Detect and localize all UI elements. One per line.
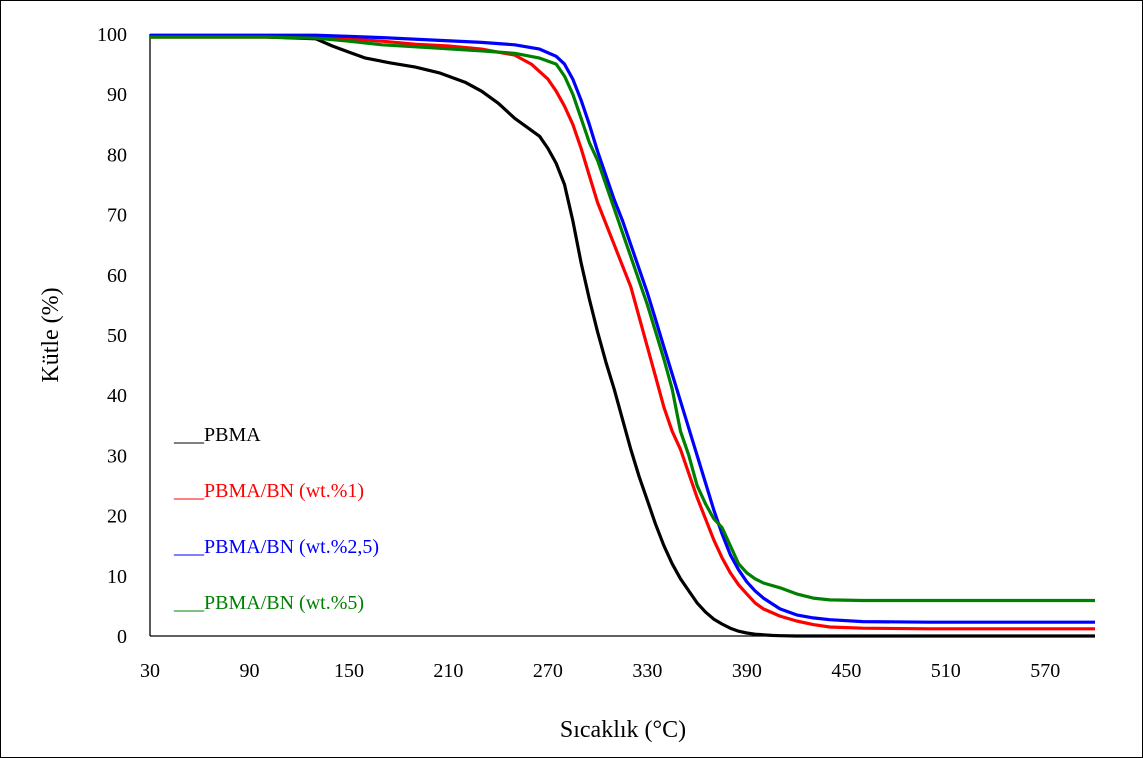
series-line-1 <box>150 35 1095 638</box>
x-tick-label: 450 <box>831 660 861 682</box>
y-tick-label: 100 <box>97 24 127 46</box>
x-tick-label: 90 <box>239 660 259 682</box>
x-axis-title: Sıcaklık (°C) <box>560 717 686 743</box>
legend-entry-3: ___PBMA/BN (wt.%2,5) <box>173 536 379 558</box>
y-tick-label: 30 <box>107 445 127 467</box>
y-tick-label: 50 <box>107 325 127 347</box>
x-tick-labels: 30 90 150 210 270 330 390 450 510 570 <box>140 660 1060 682</box>
y-tick-label: 10 <box>107 566 127 588</box>
legend-entry-4: ___PBMA/BN (wt.%5) <box>173 592 364 614</box>
x-tick-label: 210 <box>433 660 463 682</box>
x-tick-label: 270 <box>533 660 563 682</box>
y-axis-title: Kütle (%) <box>38 287 64 382</box>
series-line-4 <box>150 35 1095 603</box>
y-tick-label: 90 <box>107 84 127 106</box>
x-tick-label: 330 <box>632 660 662 682</box>
legend-entry-2: ___PBMA/BN (wt.%1) <box>173 480 364 502</box>
x-tick-label: 510 <box>931 660 961 682</box>
y-tick-labels: 0 10 20 30 40 50 60 70 80 90 100 <box>97 24 127 648</box>
y-tick-label: 70 <box>107 205 127 227</box>
x-tick-label: 570 <box>1030 660 1060 682</box>
legend-entry-1: ___PBMA <box>173 424 261 446</box>
y-tick-label: 0 <box>117 626 127 648</box>
x-tick-label: 30 <box>140 660 160 682</box>
series-line-2 <box>150 35 1095 631</box>
y-tick-label: 20 <box>107 506 127 528</box>
x-tick-label: 150 <box>334 660 364 682</box>
legend: ___PBMA ___PBMA/BN (wt.%1) ___PBMA/BN (wt.… <box>173 424 379 614</box>
y-tick-label: 80 <box>107 144 127 166</box>
x-tick-label: 390 <box>732 660 762 682</box>
series-line-3 <box>150 33 1095 624</box>
y-tick-label: 60 <box>107 265 127 287</box>
y-tick-label: 40 <box>107 385 127 407</box>
series-lines <box>150 33 1095 638</box>
